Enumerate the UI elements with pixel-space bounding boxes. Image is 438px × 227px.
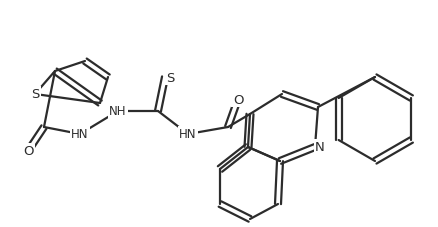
Text: N: N — [315, 141, 325, 154]
Text: HN: HN — [179, 128, 197, 141]
Text: S: S — [166, 71, 174, 84]
Text: O: O — [233, 93, 243, 106]
Text: HN: HN — [71, 128, 89, 141]
Text: NH: NH — [109, 105, 127, 118]
Text: O: O — [23, 145, 33, 158]
Text: S: S — [31, 88, 39, 101]
